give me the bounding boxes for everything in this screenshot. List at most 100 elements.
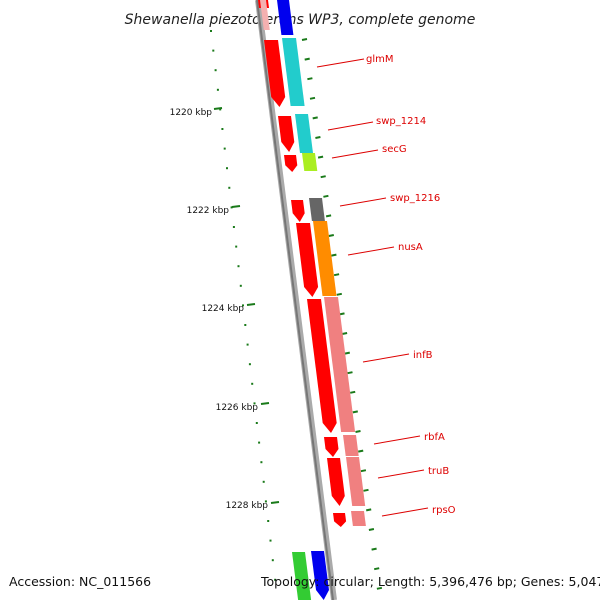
outer-tick — [317, 155, 324, 159]
ruler-tick — [219, 108, 222, 111]
gene-partial-blue — [311, 551, 329, 600]
ruler-tick — [223, 147, 226, 150]
ruler-tick — [228, 186, 231, 189]
ruler-major-tick — [213, 107, 223, 110]
cog-swp_1214 — [295, 114, 313, 153]
outer-tick — [339, 312, 345, 316]
cog-secG — [302, 153, 318, 171]
outer-tick — [350, 390, 356, 394]
gene-label-secG: secG — [382, 144, 407, 155]
gene-label-nusA: nusA — [398, 242, 423, 253]
ruler-tick — [237, 265, 240, 268]
cog-glmM — [282, 38, 305, 106]
outer-tick — [309, 96, 316, 100]
ruler-tick — [253, 402, 256, 405]
leader-line — [331, 149, 379, 159]
ruler-tick — [221, 128, 224, 130]
leader-line — [339, 197, 387, 207]
ruler-tick — [230, 206, 233, 209]
ruler-label: 1224 kbp — [202, 304, 245, 314]
ruler-label: 1220 kbp — [170, 108, 213, 118]
outer-tick — [366, 508, 372, 512]
leader-line — [373, 435, 421, 445]
outer-tick — [344, 351, 350, 355]
leader-line — [347, 246, 395, 256]
outer-tick — [315, 136, 321, 139]
gene-label-truB: truB — [428, 466, 449, 477]
ruler-label: 1226 kbp — [216, 403, 259, 413]
outer-tick — [368, 528, 375, 531]
cds-truB — [327, 458, 345, 506]
outer-tick — [374, 567, 380, 571]
cog-truB — [346, 457, 366, 506]
ruler-tick — [239, 284, 242, 287]
gene-partial-blue — [277, 0, 294, 35]
gene-label-infB: infB — [413, 350, 433, 361]
topology-text: Topology: circular; Length: 5,396,476 bp… — [261, 574, 600, 589]
gene-label-rpsO: rpsO — [432, 505, 456, 516]
outer-tick — [320, 175, 326, 179]
gene-label-rbfA: rbfA — [424, 432, 445, 443]
outer-tick — [328, 234, 334, 237]
ruler-tick — [267, 520, 270, 522]
ruler-tick — [246, 343, 249, 346]
ruler-tick — [262, 480, 265, 483]
cds-rbfA — [324, 437, 339, 457]
outer-tick — [363, 488, 369, 492]
gene-label-glmM: glmM — [366, 54, 394, 65]
ruler-tick — [260, 461, 263, 464]
ruler-label: 1228 kbp — [226, 501, 269, 511]
cds-glmM — [264, 40, 286, 107]
cog-swp_1216 — [309, 198, 325, 221]
leader-line — [327, 121, 374, 131]
gene-partial-green — [292, 552, 312, 600]
ruler-tick — [258, 441, 261, 444]
ruler-major-tick — [260, 402, 270, 405]
gene-label-swp_1214: swp_1214 — [376, 116, 426, 127]
leader-line — [362, 353, 410, 363]
outer-tick — [312, 116, 318, 120]
outer-tick — [347, 371, 353, 375]
outer-tick — [331, 253, 337, 257]
leader-line — [316, 58, 365, 68]
outer-tick — [325, 214, 332, 218]
cog-infB — [324, 297, 356, 432]
cds-swp_1216 — [291, 200, 305, 222]
outer-tick — [304, 57, 310, 61]
ruler-tick — [232, 226, 235, 228]
ruler-tick — [210, 30, 212, 32]
outer-tick — [341, 332, 348, 335]
ruler-tick — [216, 88, 219, 91]
ruler-tick — [271, 559, 274, 562]
gene-labels: glmM swp_1214 secG swp_1216 nusA infB rb… — [316, 54, 456, 517]
ruler-major-tick — [231, 205, 241, 208]
outer-tick — [301, 38, 308, 41]
ruler-tick — [212, 49, 215, 52]
leader-line — [381, 507, 429, 517]
ruler-label: 1222 kbp — [187, 206, 230, 216]
cds-rpsO — [333, 513, 347, 527]
ruler-labels: 1220 kbp 1222 kbp 1224 kbp 1226 kbp 1228… — [170, 108, 269, 511]
cds-nusA — [296, 223, 319, 297]
ruler-tick — [226, 167, 228, 170]
cog-rbfA — [343, 435, 359, 456]
cds-secG — [284, 155, 298, 172]
map-title: Shewanella piezotolerans WP3, complete g… — [125, 12, 476, 28]
cog-rpsO — [351, 511, 366, 526]
ruler-tick — [255, 422, 258, 424]
ruler-tick — [269, 539, 272, 542]
ruler-major-tick — [246, 303, 256, 306]
ruler-tick — [244, 324, 247, 326]
outer-tick — [333, 273, 340, 277]
leader-line — [377, 469, 425, 479]
ruler-tick — [235, 245, 238, 248]
gene-label-swp_1216: swp_1216 — [390, 193, 440, 204]
outer-tick — [323, 194, 329, 198]
cds-infB — [307, 299, 337, 433]
ruler-tick — [274, 578, 277, 581]
cds-swp_1214 — [278, 116, 295, 152]
ruler-tick — [248, 363, 251, 366]
outer-tick — [336, 292, 342, 296]
ruler-tick — [251, 382, 254, 385]
